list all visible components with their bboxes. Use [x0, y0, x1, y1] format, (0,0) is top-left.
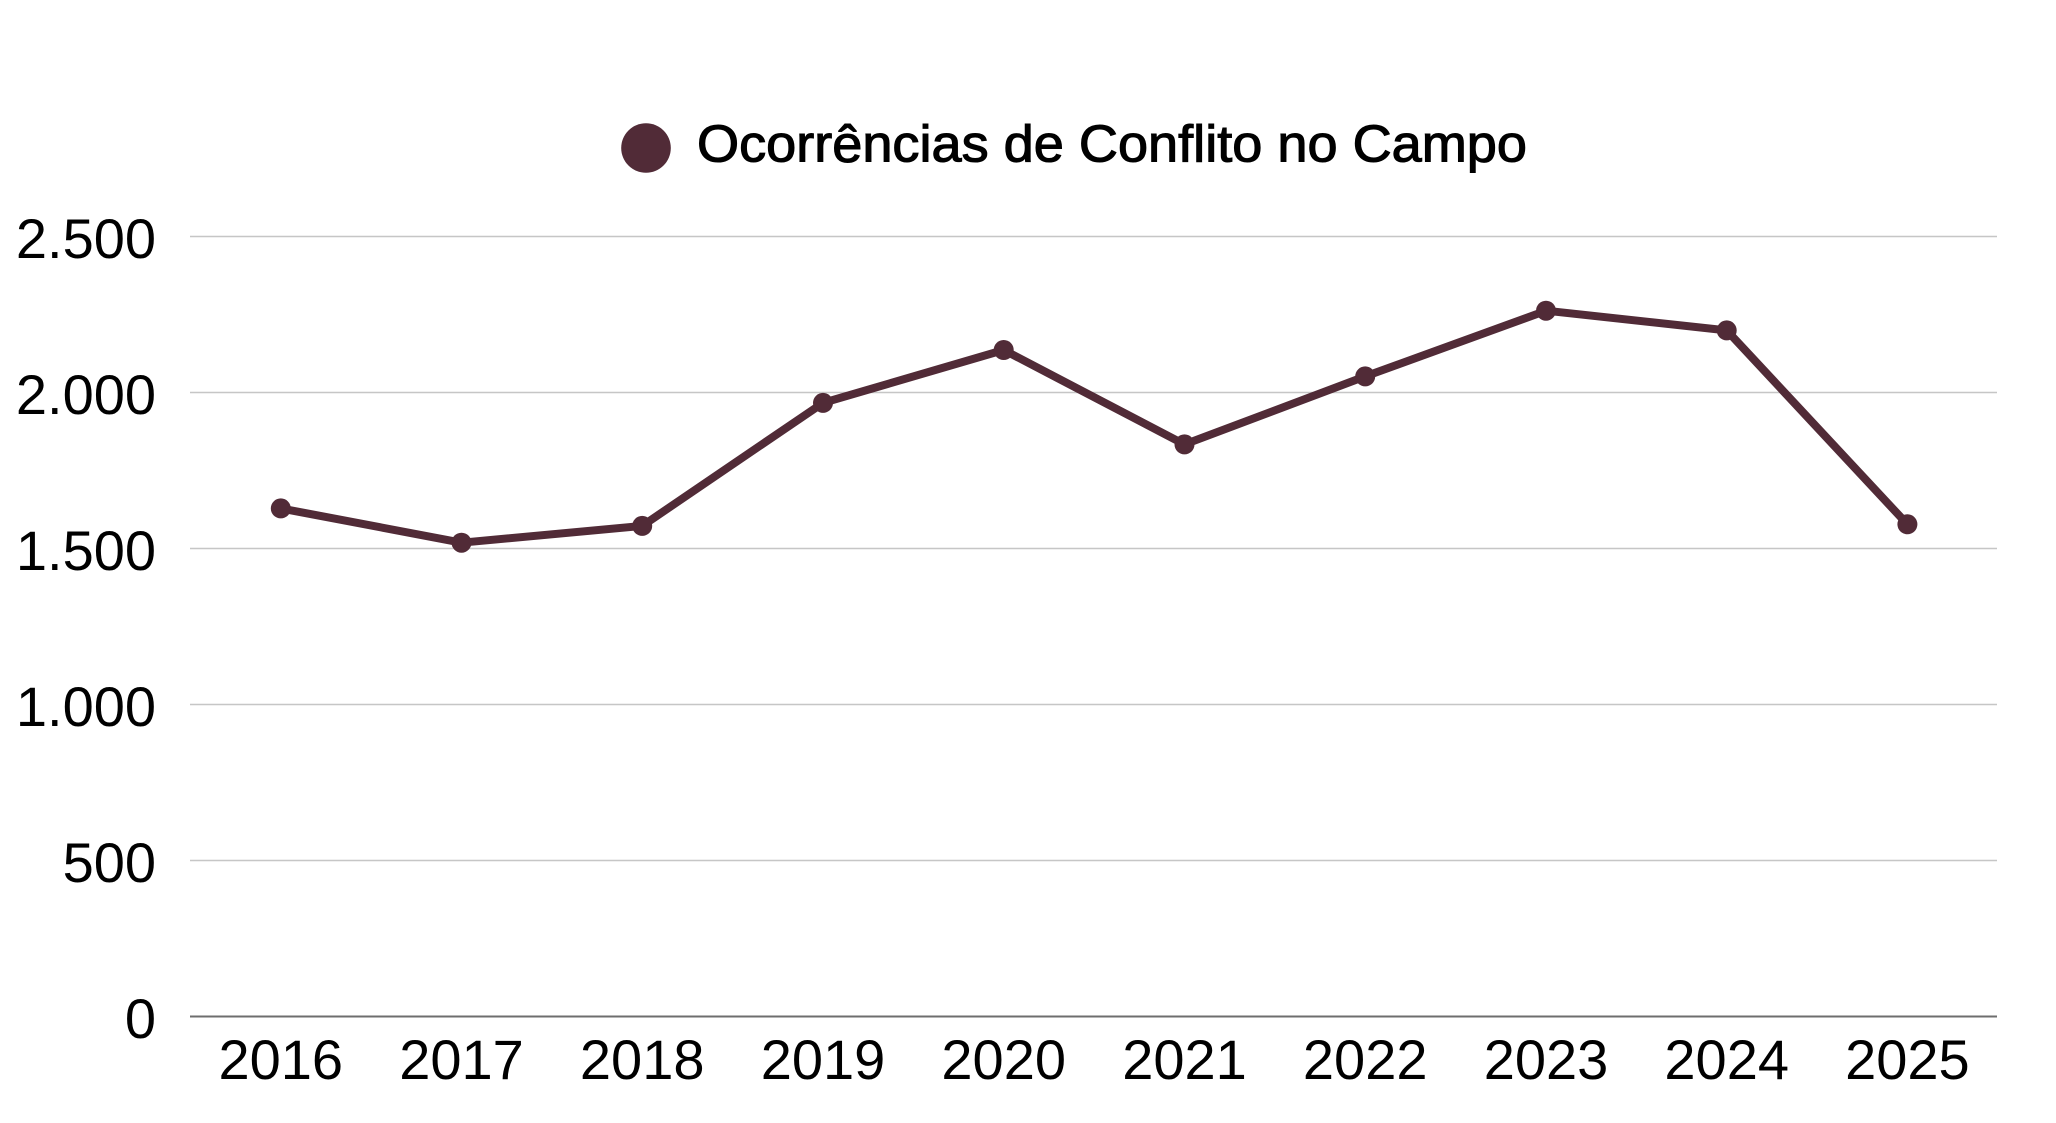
svg-text:2016: 2016	[219, 1028, 344, 1091]
svg-text:2017: 2017	[399, 1028, 524, 1091]
svg-text:2023: 2023	[1484, 1028, 1609, 1091]
svg-text:2.500: 2.500	[16, 207, 156, 270]
svg-text:1.000: 1.000	[16, 675, 156, 738]
svg-text:2020: 2020	[941, 1028, 1066, 1091]
svg-text:2.000: 2.000	[16, 363, 156, 426]
svg-text:2021: 2021	[1122, 1028, 1247, 1091]
svg-text:2024: 2024	[1664, 1028, 1789, 1091]
svg-text:Ocorrências de Conflito no Cam: Ocorrências de Conflito no Campo	[697, 116, 1527, 174]
svg-text:2022: 2022	[1303, 1028, 1428, 1091]
svg-text:2019: 2019	[761, 1028, 886, 1091]
svg-text:2018: 2018	[580, 1028, 705, 1091]
svg-text:0: 0	[125, 987, 156, 1050]
svg-text:1.500: 1.500	[16, 519, 156, 582]
svg-text:500: 500	[63, 831, 156, 894]
svg-text:2025: 2025	[1845, 1028, 1970, 1091]
